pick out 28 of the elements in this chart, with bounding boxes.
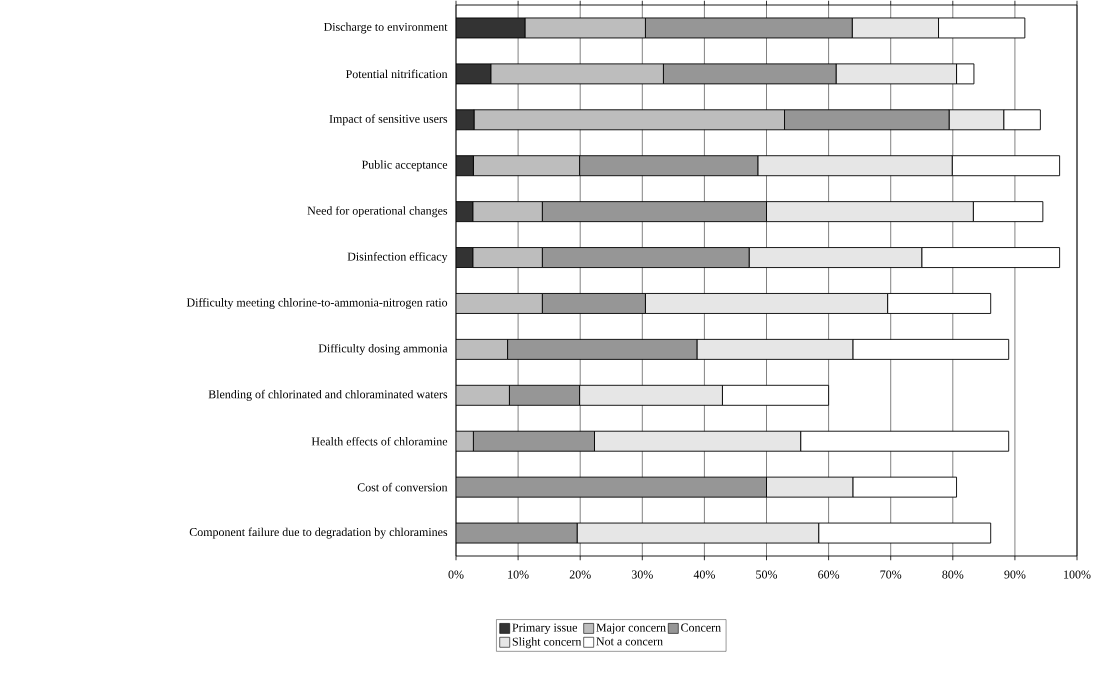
legend-label: Major concern	[596, 623, 666, 635]
y-tick-label: Difficulty meeting chlorine-to-ammonia-nitrogen ratio	[186, 297, 448, 309]
y-tick-label: Cost of conversion	[357, 482, 448, 492]
y-tick-label: Component failure due to degradation by chloramines	[189, 527, 448, 539]
y-tick-label: Blending of chlorinated and chloraminated waters	[208, 389, 448, 401]
x-tick-label: 100%	[1064, 570, 1091, 579]
y-tick-label: Health effects of chloramine	[311, 436, 448, 446]
x-tick-label: 20%	[569, 570, 591, 579]
y-tick-label: Public acceptance	[361, 160, 448, 172]
y-tick-label: Impact of sensitive users	[329, 114, 448, 126]
x-tick-label: 40%	[693, 570, 715, 579]
x-tick-label: 30%	[631, 570, 653, 579]
y-tick-label: Difficulty dosing ammonia	[318, 343, 448, 355]
y-tick-label: Potential nitrification	[345, 69, 448, 79]
legend-label: Slight concern	[512, 637, 582, 649]
y-tick-label: Need for operational changes	[307, 206, 448, 218]
legend-label: Primary issue	[512, 623, 578, 635]
legend-label: Concern	[681, 623, 721, 632]
y-tick-label: Discharge to environment	[323, 22, 448, 34]
x-tick-label: 60%	[818, 570, 840, 579]
x-tick-label: 50%	[756, 570, 778, 579]
x-tick-label: 10%	[508, 570, 529, 579]
x-tick-label: 80%	[942, 570, 964, 579]
legend-label: Not a concern	[596, 637, 663, 646]
x-tick-label: 90%	[1004, 570, 1026, 579]
x-tick-label: 0%	[448, 570, 464, 579]
x-tick-label: 70%	[880, 570, 902, 579]
y-tick-label: Disinfection efficacy	[347, 252, 448, 264]
